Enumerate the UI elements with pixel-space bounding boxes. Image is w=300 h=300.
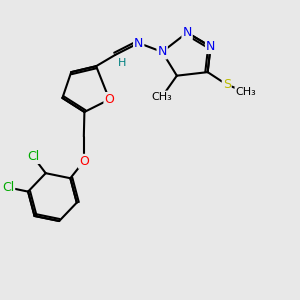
Text: O: O bbox=[104, 93, 114, 106]
Text: S: S bbox=[223, 78, 231, 91]
Text: O: O bbox=[79, 155, 89, 168]
Text: CH₃: CH₃ bbox=[236, 87, 256, 97]
Text: N: N bbox=[134, 37, 143, 50]
Text: H: H bbox=[118, 58, 127, 68]
Text: N: N bbox=[158, 45, 167, 58]
Text: N: N bbox=[206, 40, 215, 53]
Text: Cl: Cl bbox=[27, 150, 39, 163]
Text: CH₃: CH₃ bbox=[152, 92, 172, 101]
Text: N: N bbox=[182, 26, 192, 39]
Text: Cl: Cl bbox=[2, 181, 14, 194]
